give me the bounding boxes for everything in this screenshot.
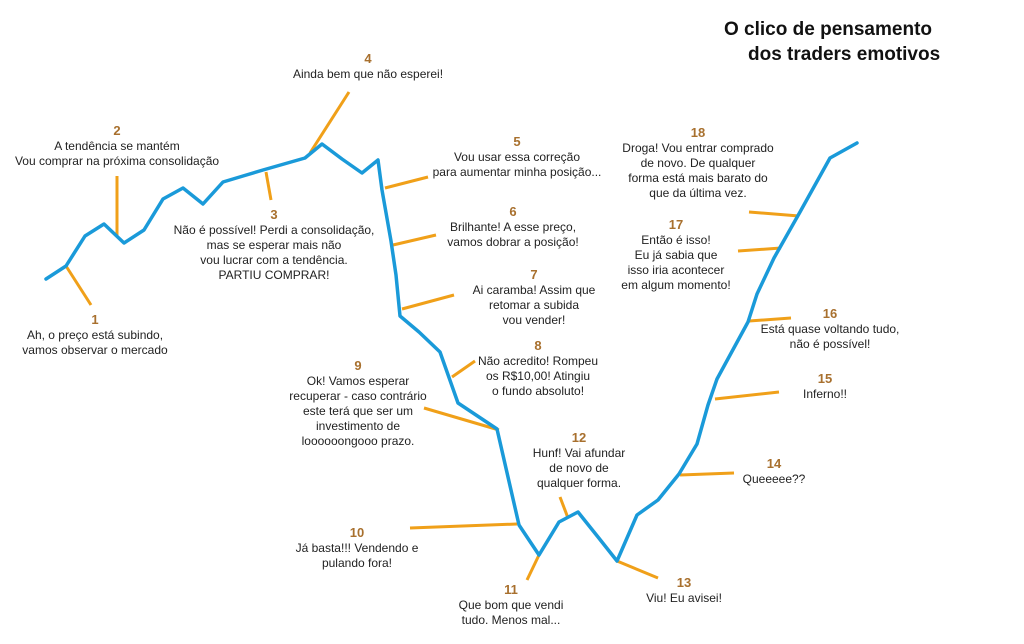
step-number: 9 bbox=[354, 358, 362, 373]
pointer-line-16 bbox=[748, 316, 792, 323]
step-text: Hunf! Vai afundar de novo de qualquer fo… bbox=[532, 446, 626, 490]
step-16: 16 Está quase voltando tudo, não é possí… bbox=[761, 305, 900, 352]
step-11: 11 Que bom que vendi tudo. Menos mal... bbox=[459, 581, 564, 628]
pointer-line-15 bbox=[714, 390, 780, 401]
step-number: 1 bbox=[91, 312, 99, 327]
step-14: 14 Queeeee?? bbox=[743, 455, 806, 487]
step-text: Ok! Vamos esperar recuperar - caso contr… bbox=[289, 374, 427, 448]
step-text: Viu! Eu avisei! bbox=[646, 591, 722, 605]
step-number: 15 bbox=[817, 371, 833, 386]
step-text: Não é possível! Perdi a consolidação, ma… bbox=[173, 223, 375, 282]
pointer-line-17 bbox=[737, 246, 782, 253]
step-7: 7 Ai caramba! Assim que retomar a subida… bbox=[473, 266, 596, 328]
step-number: 16 bbox=[822, 306, 838, 321]
step-8: 8 Não acredito! Rompeu os R$10,00! Ating… bbox=[478, 337, 598, 399]
step-number: 2 bbox=[113, 123, 121, 138]
step-number: 17 bbox=[668, 217, 684, 232]
step-2: 2 A tendência se mantém Vou comprar na p… bbox=[15, 122, 219, 169]
pointer-line-4 bbox=[308, 91, 351, 154]
step-number: 13 bbox=[676, 575, 692, 590]
step-text: Que bom que vendi tudo. Menos mal... bbox=[458, 598, 564, 627]
pointer-line-18 bbox=[748, 210, 800, 218]
title-line-2: dos traders emotivos bbox=[748, 44, 941, 65]
step-17: 17 Então é isso! Eu já sabia que isso ir… bbox=[621, 216, 730, 293]
step-text: Ah, o preço está subindo, vamos observar… bbox=[22, 328, 168, 357]
step-number: 11 bbox=[504, 582, 518, 597]
step-number: 7 bbox=[530, 267, 538, 282]
step-text: A tendência se mantém Vou comprar na pró… bbox=[14, 139, 220, 168]
step-number: 8 bbox=[534, 338, 542, 353]
pointer-line-6 bbox=[392, 233, 437, 247]
step-number: 4 bbox=[364, 51, 372, 66]
step-text: Ai caramba! Assim que retomar a subida v… bbox=[472, 283, 596, 327]
step-13: 13 Viu! Eu avisei! bbox=[646, 574, 722, 606]
pointer-line-10 bbox=[409, 522, 518, 530]
pointer-line-3 bbox=[264, 171, 273, 201]
step-number: 14 bbox=[766, 456, 782, 471]
step-text: Já basta!!! Vendendo e pulando fora! bbox=[295, 541, 419, 570]
step-10: 10 Já basta!!! Vendendo e pulando fora! bbox=[296, 524, 419, 571]
title-line-1: O clico de pensamento bbox=[724, 19, 932, 40]
step-5: 5 Vou usar essa correção para aumentar m… bbox=[433, 133, 602, 180]
pointer-line-7 bbox=[401, 293, 455, 311]
step-3: 3 Não é possível! Perdi a consolidação, … bbox=[174, 206, 375, 283]
step-15: 15 Inferno!! bbox=[803, 370, 847, 402]
pointer-line-14 bbox=[679, 471, 735, 477]
step-text: Não acredito! Rompeu os R$10,00! Atingiu… bbox=[477, 354, 599, 398]
step-text: Então é isso! Eu já sabia que isso iria … bbox=[621, 233, 731, 292]
step-text: Inferno!! bbox=[802, 387, 848, 401]
step-number: 10 bbox=[349, 525, 365, 540]
step-6: 6 Brilhante! A esse preço, vamos dobrar … bbox=[447, 203, 578, 250]
step-text: Brilhante! A esse preço, vamos dobrar a … bbox=[447, 220, 579, 249]
pointer-line-11 bbox=[525, 554, 541, 581]
step-text: Está quase voltando tudo, não é possível… bbox=[760, 322, 900, 351]
step-9: 9 Ok! Vamos esperar recuperar - caso con… bbox=[289, 357, 426, 449]
pointer-line-8 bbox=[451, 359, 476, 379]
pointer-line-1 bbox=[64, 265, 93, 306]
price-curve bbox=[44, 141, 859, 563]
step-1: 1 Ah, o preço está subindo, vamos observ… bbox=[22, 311, 167, 358]
step-number: 6 bbox=[509, 204, 517, 219]
step-text: Droga! Vou entrar comprado de novo. De q… bbox=[622, 141, 774, 200]
pointer-line-13 bbox=[616, 559, 659, 580]
step-number: 12 bbox=[571, 430, 587, 445]
pointer-line-12 bbox=[558, 496, 570, 519]
step-18: 18 Droga! Vou entrar comprado de novo. D… bbox=[622, 124, 773, 201]
step-number: 3 bbox=[270, 207, 278, 222]
step-text: Queeeee?? bbox=[742, 472, 806, 486]
pointer-line-5 bbox=[384, 175, 429, 190]
step-4: 4 Ainda bem que não esperei! bbox=[293, 50, 443, 82]
step-number: 18 bbox=[690, 125, 706, 140]
step-12: 12 Hunf! Vai afundar de novo de qualquer… bbox=[533, 429, 626, 491]
step-number: 5 bbox=[513, 134, 521, 149]
pointer-line-9 bbox=[423, 406, 500, 432]
step-text: Vou usar essa correção para aumentar min… bbox=[432, 150, 602, 179]
step-text: Ainda bem que não esperei! bbox=[292, 67, 444, 81]
